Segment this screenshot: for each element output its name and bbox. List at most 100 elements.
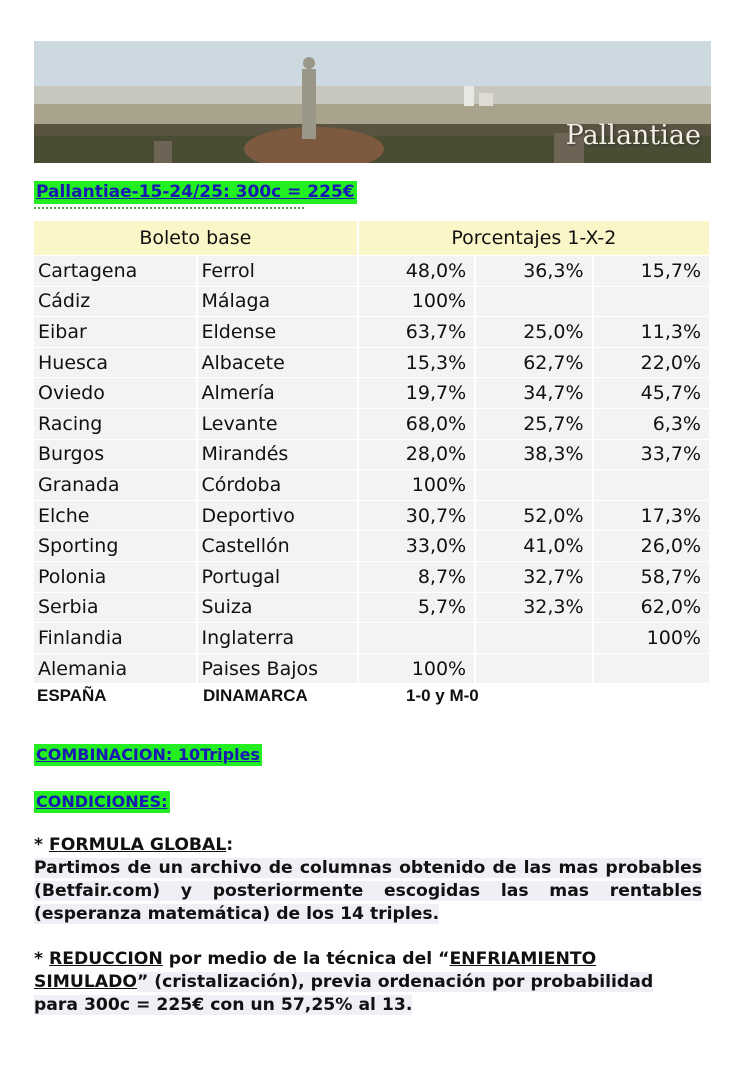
pct-1-cell: 8,7%	[357, 561, 477, 593]
pleno-home: ESPAÑA	[37, 686, 107, 705]
team-home-cell: Polonia	[34, 561, 198, 593]
reduccion-heading: REDUCCION	[48, 949, 163, 969]
table-row: Eibar Eldense 63,7% 25,0% 11,3%	[34, 316, 712, 348]
pct-x-cell	[475, 653, 594, 685]
pct-1-cell: 28,0%	[357, 439, 477, 471]
table-row: Elche Deportivo 30,7% 52,0% 17,3%	[34, 500, 712, 532]
table-row: Racing Levante 68,0% 25,7% 6,3%	[34, 408, 712, 440]
pct-x-cell: 25,0%	[475, 316, 594, 348]
team-home-cell: Eibar	[34, 316, 198, 348]
team-away-cell: Eldense	[196, 316, 359, 348]
team-home-cell: Elche	[34, 500, 198, 532]
prediction-table: Boleto base Porcentajes 1-X-2 Cartagena F…	[34, 221, 712, 685]
team-away-cell: Suiza	[196, 592, 359, 624]
header-banner-image: Pallantiae	[34, 41, 711, 163]
table-row: Finlandia Inglaterra 100%	[34, 622, 712, 654]
team-home-cell: Sporting	[34, 530, 198, 562]
pct-x-cell: 38,3%	[475, 439, 594, 471]
team-away-cell: Deportivo	[196, 500, 359, 532]
pct-1-cell	[357, 622, 477, 654]
team-home-cell: Cartagena	[34, 255, 198, 287]
table-row: Burgos Mirandés 28,0% 38,3% 33,7%	[34, 439, 712, 471]
pct-2-cell: 17,3%	[592, 500, 712, 532]
table-header-row: Boleto base Porcentajes 1-X-2	[34, 221, 712, 256]
pct-x-cell: 52,0%	[475, 500, 594, 532]
team-away-cell: Portugal	[196, 561, 359, 593]
team-away-cell: Paises Bajos	[196, 653, 359, 685]
table-row: Cartagena Ferrol 48,0% 36,3% 15,7%	[34, 255, 712, 287]
table-row: Alemania Paises Bajos 100%	[34, 653, 712, 685]
pct-x-cell: 32,7%	[475, 561, 594, 593]
pct-1-cell: 48,0%	[357, 255, 477, 287]
pct-1-cell: 5,7%	[357, 592, 477, 624]
pct-2-cell: 26,0%	[592, 530, 712, 562]
pct-2-cell: 33,7%	[592, 439, 712, 471]
pct-2-cell	[592, 469, 712, 501]
pct-2-cell: 45,7%	[592, 377, 712, 409]
landscape-illustration	[34, 41, 711, 163]
team-home-cell: Granada	[34, 469, 198, 501]
page-title: Pallantiae-15-24/25: 300c = 225€	[34, 181, 357, 204]
banner-brand-text: Pallantiae	[565, 120, 701, 151]
pct-1-cell: 100%	[357, 653, 477, 685]
pct-2-cell: 11,3%	[592, 316, 712, 348]
team-away-cell: Levante	[196, 408, 359, 440]
pct-x-cell: 36,3%	[475, 255, 594, 287]
team-home-cell: Oviedo	[34, 377, 198, 409]
pct-1-cell: 30,7%	[357, 500, 477, 532]
pct-x-cell	[475, 469, 594, 501]
team-away-cell: Mirandés	[196, 439, 359, 471]
team-home-cell: Serbia	[34, 592, 198, 624]
team-away-cell: Inglaterra	[196, 622, 359, 654]
table-row: Huesca Albacete 15,3% 62,7% 22,0%	[34, 347, 712, 379]
pct-x-cell: 41,0%	[475, 530, 594, 562]
pct-x-cell: 62,7%	[475, 347, 594, 379]
pct-1-cell: 33,0%	[357, 530, 477, 562]
team-home-cell: Cádiz	[34, 286, 198, 318]
pleno-result: 1-0 y M-0	[406, 686, 479, 705]
team-home-cell: Finlandia	[34, 622, 198, 654]
pct-2-cell	[592, 653, 712, 685]
combination-label: COMBINACION: 10Triples	[34, 744, 262, 766]
table-row: Polonia Portugal 8,7% 32,7% 58,7%	[34, 561, 712, 593]
team-away-cell: Albacete	[196, 347, 359, 379]
header-porcentajes: Porcentajes 1-X-2	[357, 221, 712, 256]
table-row: Granada Córdoba 100%	[34, 469, 712, 501]
pct-1-cell: 100%	[357, 286, 477, 318]
header-boleto-base: Boleto base	[34, 221, 359, 256]
formula-heading-text: FORMULA GLOBAL	[48, 835, 227, 855]
pct-1-cell: 15,3%	[357, 347, 477, 379]
enfriamiento-heading: ENFRIAMIENTO SIMULADO	[34, 949, 597, 992]
table-row: Serbia Suiza 5,7% 32,3% 62,0%	[34, 592, 712, 624]
pct-2-cell: 100%	[592, 622, 712, 654]
team-home-cell: Alemania	[34, 653, 198, 685]
team-home-cell: Racing	[34, 408, 198, 440]
table-row: Sporting Castellón 33,0% 41,0% 26,0%	[34, 530, 712, 562]
pct-1-cell: 68,0%	[357, 408, 477, 440]
table-row: Cádiz Málaga 100%	[34, 286, 712, 318]
team-home-cell: Huesca	[34, 347, 198, 379]
pct-2-cell: 58,7%	[592, 561, 712, 593]
pct-x-cell	[475, 622, 594, 654]
title-dotted-underline	[34, 203, 304, 209]
formula-heading: * FORMULA GLOBAL:	[34, 835, 234, 855]
pct-1-cell: 100%	[357, 469, 477, 501]
pct-1-cell: 63,7%	[357, 316, 477, 348]
reduccion-paragraph: * REDUCCION por medio de la técnica del …	[34, 949, 654, 1015]
pleno-away: DINAMARCA	[203, 686, 308, 705]
pct-2-cell: 6,3%	[592, 408, 712, 440]
pct-x-cell: 32,3%	[475, 592, 594, 624]
pct-2-cell: 22,0%	[592, 347, 712, 379]
team-home-cell: Burgos	[34, 439, 198, 471]
pct-1-cell: 19,7%	[357, 377, 477, 409]
pct-x-cell: 34,7%	[475, 377, 594, 409]
conditions-label: CONDICIONES:	[34, 791, 170, 813]
pct-x-cell: 25,7%	[475, 408, 594, 440]
team-away-cell: Málaga	[196, 286, 359, 318]
title-highlight: Pallantiae-15-24/25: 300c = 225€	[34, 181, 357, 204]
pct-x-cell	[475, 286, 594, 318]
pct-2-cell	[592, 286, 712, 318]
team-away-cell: Castellón	[196, 530, 359, 562]
formula-text: Partimos de un archivo de columnas obten…	[34, 858, 702, 924]
table-row: Oviedo Almería 19,7% 34,7% 45,7%	[34, 377, 712, 409]
